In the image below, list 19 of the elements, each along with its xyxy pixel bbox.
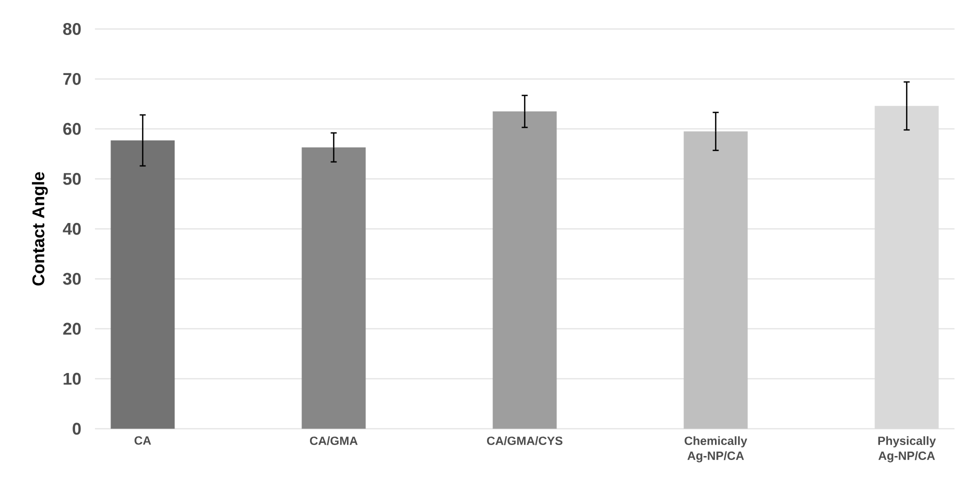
y-tick-label: 30: [63, 272, 81, 285]
x-tick-label: CA: [134, 436, 152, 445]
y-tick-label: 10: [64, 372, 81, 385]
bar: [492, 112, 557, 429]
y-axis-title: Contact Angle: [32, 172, 48, 286]
bar: [110, 140, 175, 429]
x-tick-label: CA/GMA: [310, 436, 358, 446]
y-tick-label: 70: [63, 73, 81, 86]
y-tick-label: 0: [72, 422, 81, 435]
x-tick-label: Physically Ag-NP/CA: [878, 436, 936, 463]
bar: [302, 148, 366, 429]
y-tick-label: 40: [62, 223, 81, 235]
y-tick-label: 50: [63, 173, 81, 186]
x-tick-label: CA/GMA/CYS: [487, 436, 562, 446]
y-tick-label: 20: [63, 322, 81, 335]
y-tick-label: 60: [63, 123, 81, 136]
x-tick-label: Chemically Ag-NP/CA: [684, 436, 748, 463]
y-tick-label: 80: [63, 23, 81, 36]
bar: [684, 132, 748, 429]
